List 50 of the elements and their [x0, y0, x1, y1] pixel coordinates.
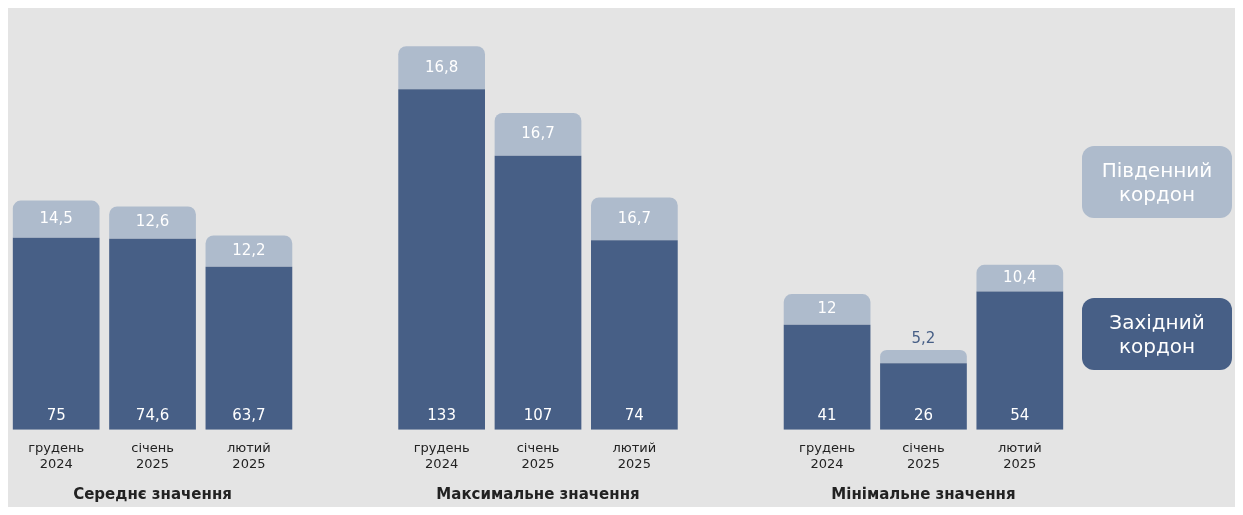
bar — [12, 200, 100, 238]
bar — [494, 112, 582, 156]
x-tick-label: лютий 2025 — [997, 439, 1042, 471]
bar — [880, 349, 967, 364]
text: Західний кордон — [1082, 297, 1232, 370]
text: Мінімальне значення — [831, 485, 1016, 504]
data-label: 12,2 — [232, 240, 266, 259]
data-label: 41 — [817, 406, 837, 425]
bar — [398, 46, 485, 90]
bar — [591, 197, 678, 241]
text: Максимальне значення — [436, 485, 640, 504]
data-label: 107 — [523, 406, 553, 425]
data-label: 12,6 — [135, 212, 170, 231]
data-label: 14,5 — [39, 209, 73, 228]
data-label: 26 — [913, 406, 933, 425]
x-tick-label: лютий 2025 — [227, 439, 271, 471]
bar — [976, 291, 1064, 430]
x-tick-label: грудень 2024 — [28, 439, 85, 471]
text: Південний кордон — [1082, 145, 1232, 218]
bar — [783, 324, 871, 430]
x-tick-label: лютий 2025 — [612, 439, 657, 471]
data-label: 16,7 — [521, 124, 555, 143]
bar — [205, 266, 293, 430]
x-tick-label: січень 2025 — [131, 439, 174, 471]
bar — [205, 235, 293, 267]
data-label: 63,7 — [232, 406, 266, 425]
bar — [591, 240, 678, 430]
bar — [109, 238, 196, 430]
data-label: 16,7 — [617, 208, 652, 227]
x-tick-label: січень 2025 — [516, 439, 560, 471]
data-label: 12 — [817, 299, 837, 318]
x-tick-label: грудень 2024 — [799, 439, 856, 471]
bar — [109, 206, 196, 239]
bar — [494, 155, 582, 430]
data-label: 10,4 — [1003, 268, 1037, 287]
x-tick-label: грудень 2024 — [413, 439, 470, 471]
bar — [783, 294, 871, 325]
text: Середнє значення — [73, 485, 232, 504]
bar — [398, 89, 485, 430]
data-label: 54 — [1010, 406, 1030, 425]
bar — [976, 264, 1064, 292]
data-label: 75 — [46, 406, 66, 425]
data-label: 74,6 — [135, 406, 170, 425]
data-label: 74 — [624, 406, 644, 425]
data-label: 133 — [427, 406, 456, 425]
data-label: 16,8 — [424, 57, 459, 76]
bar — [12, 237, 100, 430]
data-label: 5,2 — [911, 329, 936, 348]
bar — [880, 363, 967, 430]
x-tick-label: січень 2025 — [902, 439, 945, 471]
